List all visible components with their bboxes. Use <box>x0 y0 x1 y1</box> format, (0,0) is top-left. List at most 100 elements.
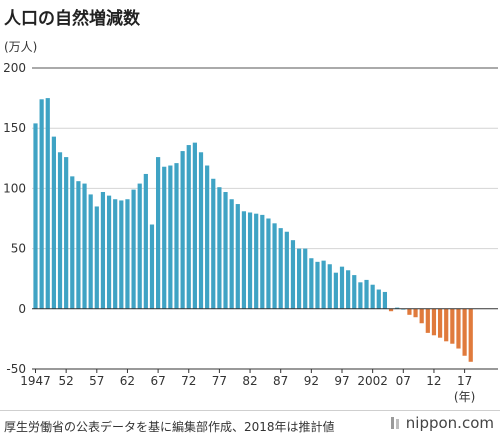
bar <box>395 307 400 309</box>
bar <box>376 289 381 309</box>
bar <box>205 165 210 309</box>
bar <box>192 142 197 309</box>
bar <box>162 166 167 309</box>
bar <box>407 308 412 315</box>
bars <box>33 98 473 362</box>
bar <box>113 199 118 309</box>
bar <box>82 183 87 309</box>
bar <box>468 308 473 362</box>
bar <box>88 194 93 309</box>
x-tick-label: 1947 <box>20 374 51 388</box>
bar <box>186 145 191 309</box>
bar <box>137 183 142 309</box>
bar <box>309 258 314 309</box>
bar <box>125 199 130 309</box>
bar <box>290 240 296 309</box>
bar <box>57 152 63 309</box>
bar <box>70 176 75 309</box>
bar <box>174 163 179 309</box>
bar <box>180 151 185 309</box>
bar <box>217 187 222 309</box>
bar <box>51 136 56 309</box>
x-tick-labels: 1947 52 57 62 67 72 77 82 87 92 97 2002 07 12 17 (年) <box>20 374 475 404</box>
bar <box>241 211 247 309</box>
bar <box>266 218 271 309</box>
bar <box>156 157 161 309</box>
bar <box>321 260 326 309</box>
axes <box>32 308 498 373</box>
x-tick-label: 67 <box>150 374 165 388</box>
bar <box>229 199 234 309</box>
bar <box>131 189 136 309</box>
bar-chart: -50 0 50 100 150 200 1947 52 57 62 67 72 77 82 87 92 97… <box>3 61 498 404</box>
bar <box>296 248 302 309</box>
y-tick-label: 200 <box>3 61 26 75</box>
bar <box>425 308 430 333</box>
bar <box>272 223 277 309</box>
bar <box>315 261 320 309</box>
bar <box>235 204 240 309</box>
bar <box>33 123 38 309</box>
x-tick-label: 17 <box>457 374 472 388</box>
bar <box>339 266 345 309</box>
y-tick-label: 100 <box>3 181 26 195</box>
bar <box>413 308 418 318</box>
logo-text: nippon.com <box>405 414 494 432</box>
x-tick-label: 92 <box>304 374 319 388</box>
bar <box>370 284 375 309</box>
y-tick-label: 150 <box>3 121 26 135</box>
x-tick-label: 72 <box>181 374 196 388</box>
bar <box>149 224 155 309</box>
bar <box>168 165 173 309</box>
x-tick-label: 2002 <box>357 374 388 388</box>
bar <box>260 214 265 309</box>
chart-title: 人口の自然増減数 <box>4 9 140 29</box>
bar <box>278 228 283 309</box>
bar <box>100 192 106 309</box>
bar <box>106 195 112 309</box>
x-tick-label: 97 <box>334 374 349 388</box>
y-tick-label: 50 <box>11 242 26 256</box>
footer-divider <box>0 410 500 411</box>
bar <box>198 152 204 309</box>
y-tick-label: 0 <box>18 302 26 316</box>
y-tick-label: -50 <box>6 362 26 376</box>
bar <box>45 98 50 309</box>
bar <box>388 308 394 312</box>
bar <box>94 206 99 309</box>
bar <box>76 181 81 309</box>
x-tick-label: 12 <box>426 374 441 388</box>
x-axis-unit-label: (年) <box>454 390 475 404</box>
bar <box>119 200 124 309</box>
bar <box>247 212 253 309</box>
bar <box>352 275 357 309</box>
bar <box>64 157 69 309</box>
bar <box>346 270 351 309</box>
bar <box>364 279 369 309</box>
bar <box>223 192 228 309</box>
bar <box>437 308 443 338</box>
bar <box>382 291 388 309</box>
bar <box>444 308 449 342</box>
bar <box>327 264 332 309</box>
y-axis-unit-label: (万人) <box>4 40 38 54</box>
bar <box>450 308 455 344</box>
x-tick-label: 57 <box>89 374 104 388</box>
bar <box>39 99 44 309</box>
nippon-logo: nippon.com <box>390 414 494 432</box>
bar <box>211 178 216 309</box>
x-tick-label: 07 <box>396 374 411 388</box>
source-note: 厚生労働省の公表データを基に編集部作成、2018年は推計値 <box>4 420 335 434</box>
x-tick-label: 62 <box>120 374 135 388</box>
bar <box>303 248 308 309</box>
x-tick-label: 77 <box>212 374 227 388</box>
x-tick-label: 52 <box>59 374 74 388</box>
y-tick-labels: -50 0 50 100 150 200 <box>3 61 26 376</box>
bar <box>462 308 467 356</box>
bar <box>419 308 424 324</box>
bar <box>284 231 289 309</box>
bar <box>431 308 437 336</box>
bar <box>254 213 259 309</box>
logo-mark-icon <box>390 417 399 429</box>
bar <box>333 272 338 309</box>
